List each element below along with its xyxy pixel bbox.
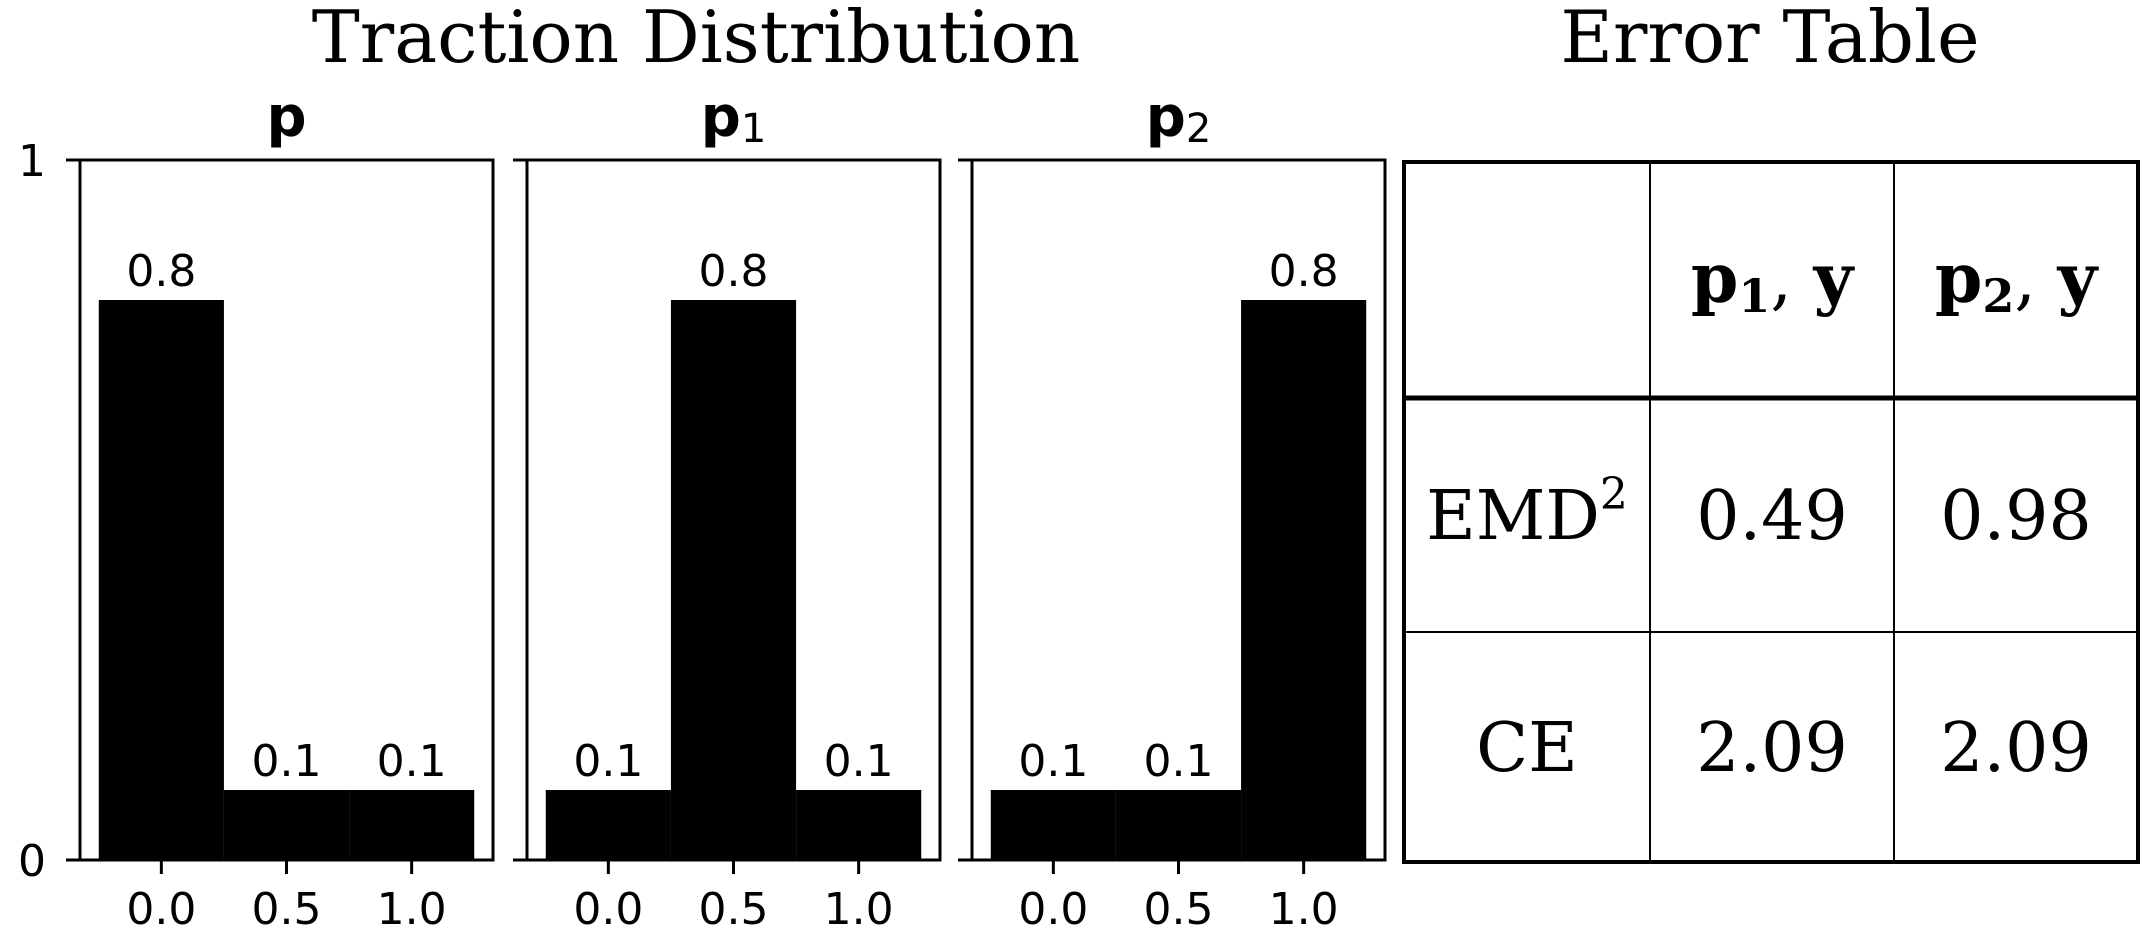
y-tick-label: 0 (18, 836, 46, 887)
x-tick-label: 1.0 (824, 884, 894, 935)
table-row-label: EMD2 (1426, 469, 1628, 556)
table-cell-value: 2.09 (1940, 709, 2091, 788)
x-tick-label: 0.0 (126, 884, 196, 935)
x-tick-label: 1.0 (377, 884, 447, 935)
x-tick-label: 0.5 (1144, 884, 1214, 935)
bar (98, 300, 224, 860)
x-tick-label: 0.5 (699, 884, 769, 935)
x-tick-label: 1.0 (1269, 884, 1339, 935)
histogram-panels: 0.8 0.1 0.1 0.0 0.5 1.0 0 1 p 0.1 0.8 0.1 0.0 0.5 1.0 p… (18, 85, 1387, 935)
table-row-label: CE (1476, 709, 1578, 788)
table-border (1402, 160, 2140, 864)
bar-value-label: 0.1 (377, 736, 447, 787)
panel-title: p (266, 85, 306, 150)
bar-value-label: 0.1 (1144, 736, 1214, 787)
bar (1115, 790, 1242, 860)
bar-value-label: 0.1 (252, 736, 322, 787)
error-table: p1, y p2, y EMD2 0.49 0.98 CE 2.09 2.09 (1402, 160, 2140, 864)
bar-value-label: 0.8 (126, 246, 196, 297)
bar (990, 790, 1116, 860)
error-table-title: Error Table (1560, 0, 1979, 79)
bar-value-label: 0.1 (1018, 736, 1088, 787)
bar (670, 300, 797, 860)
bar (349, 790, 475, 860)
histogram-panel-2: 0.1 0.8 0.1 0.0 0.5 1.0 p1 (513, 85, 942, 935)
bar (223, 790, 350, 860)
table-column-header: p1, y (1691, 239, 1856, 323)
bar-value-label: 0.8 (1269, 246, 1339, 297)
bar-value-label: 0.1 (573, 736, 643, 787)
bar-value-label: 0.1 (824, 736, 894, 787)
table-column-header: p2, y (1935, 239, 2100, 323)
bar (545, 790, 671, 860)
x-tick-label: 0.5 (252, 884, 322, 935)
x-tick-label: 0.0 (573, 884, 643, 935)
panel-title: p1 (701, 85, 767, 152)
histogram-panel-1: 0.8 0.1 0.1 0.0 0.5 1.0 0 1 p (18, 85, 495, 935)
panel-title: p2 (1146, 85, 1212, 152)
table-cell-value: 0.98 (1940, 477, 2091, 556)
y-tick-label: 1 (18, 136, 46, 187)
bar (1241, 300, 1367, 860)
x-tick-label: 0.0 (1018, 884, 1088, 935)
table-cell-value: 2.09 (1696, 709, 1847, 788)
traction-distribution-title: Traction Distribution (312, 0, 1080, 79)
table-cell-value: 0.49 (1696, 477, 1847, 556)
bar (796, 790, 922, 860)
histogram-panel-3: 0.1 0.1 0.8 0.0 0.5 1.0 p2 (958, 85, 1387, 935)
bar-value-label: 0.8 (699, 246, 769, 297)
